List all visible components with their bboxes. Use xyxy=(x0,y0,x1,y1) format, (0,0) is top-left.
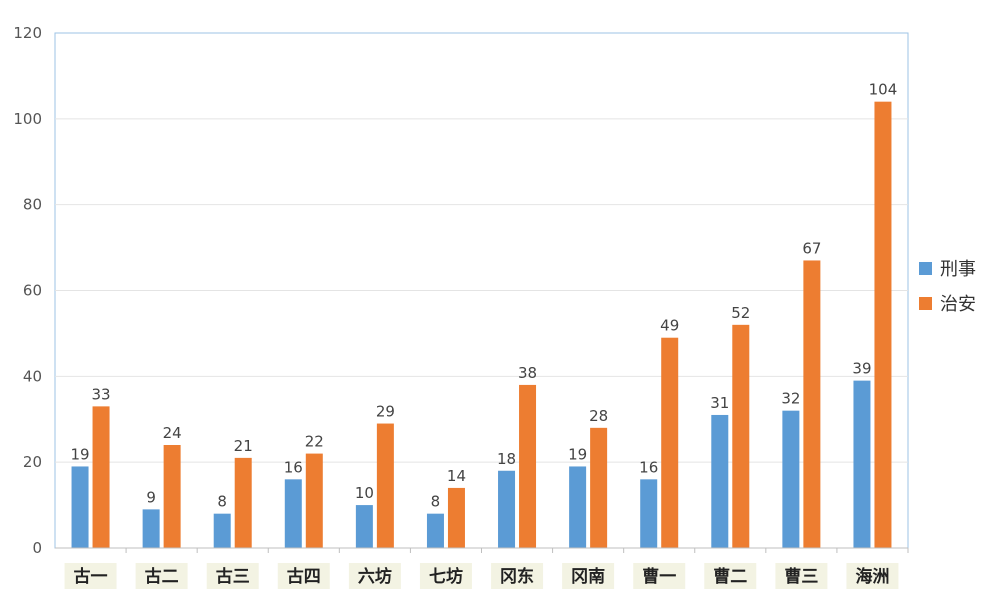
y-tick-label: 80 xyxy=(23,196,42,214)
data-label: 39 xyxy=(852,360,871,378)
bar-zhian xyxy=(874,101,892,549)
bar-zhian xyxy=(163,445,181,548)
y-tick-label: 20 xyxy=(23,453,42,471)
category-label: 古四 xyxy=(287,566,321,587)
category-label: 冈东 xyxy=(500,566,534,587)
data-label: 49 xyxy=(660,317,679,335)
category-label-background xyxy=(135,563,188,589)
data-label: 14 xyxy=(447,467,466,485)
bar-xingshi xyxy=(853,380,871,548)
bar-xingshi xyxy=(640,479,658,548)
data-label: 21 xyxy=(234,437,253,455)
category-label: 古一 xyxy=(74,566,108,587)
data-label: 22 xyxy=(305,433,324,451)
bar-xingshi xyxy=(426,513,444,548)
bar-zhian xyxy=(92,406,110,548)
bar-xingshi xyxy=(213,513,231,548)
data-label: 9 xyxy=(146,488,156,506)
data-label: 8 xyxy=(431,493,441,511)
category-label: 七坊 xyxy=(429,566,463,587)
legend-label: 治安 xyxy=(940,294,976,315)
category-label-background xyxy=(633,563,686,589)
bar-xingshi xyxy=(498,470,516,548)
data-label: 31 xyxy=(710,394,729,412)
category-label: 曹三 xyxy=(784,567,818,587)
bar-xingshi xyxy=(71,466,89,548)
legend-swatch xyxy=(919,262,932,275)
bar-xingshi xyxy=(569,466,587,548)
data-label: 29 xyxy=(376,403,395,421)
gridlines xyxy=(54,32,909,549)
data-label: 67 xyxy=(802,239,821,257)
data-labels: 1933924821162210298141838192816493152326… xyxy=(70,81,897,511)
bar-zhian xyxy=(234,457,252,548)
data-label: 16 xyxy=(639,458,658,476)
category-label-background xyxy=(491,563,544,589)
bar-xingshi xyxy=(711,414,729,548)
data-label: 28 xyxy=(589,407,608,425)
category-label: 六坊 xyxy=(358,566,392,587)
bar-zhian xyxy=(519,384,537,548)
data-label: 18 xyxy=(497,450,516,468)
category-label: 海洲 xyxy=(855,566,889,587)
bar-zhian xyxy=(732,324,750,548)
category-label-background xyxy=(846,563,899,589)
y-tick-label: 100 xyxy=(13,110,42,128)
bar-zhian xyxy=(305,453,323,548)
legend-label: 刑事 xyxy=(940,259,976,280)
y-tick-label: 0 xyxy=(32,539,42,557)
category-label: 曹一 xyxy=(642,567,676,587)
data-label: 8 xyxy=(217,493,227,511)
y-axis: 0 20 40 60 80 100 120 xyxy=(13,24,42,557)
category-label-background xyxy=(419,563,472,589)
category-label-background xyxy=(206,563,259,589)
category-label: 古三 xyxy=(216,566,250,587)
category-label-background xyxy=(348,563,401,589)
category-label: 古二 xyxy=(145,566,179,587)
bar-xingshi xyxy=(284,479,302,548)
bar-zhian xyxy=(447,487,465,548)
category-label: 冈南 xyxy=(571,566,605,587)
bar-xingshi xyxy=(355,505,373,548)
data-label: 19 xyxy=(568,445,587,463)
y-tick-label: 60 xyxy=(23,282,42,300)
bar-zhian xyxy=(376,423,394,548)
category-label-background xyxy=(277,563,330,589)
data-label: 32 xyxy=(781,390,800,408)
bar-xingshi xyxy=(782,410,800,548)
y-tick-label: 40 xyxy=(23,367,42,385)
data-label: 33 xyxy=(91,385,110,403)
bar-zhian xyxy=(661,337,679,548)
bar-zhian xyxy=(590,427,608,548)
data-label: 10 xyxy=(355,484,374,502)
category-label-background xyxy=(562,563,615,589)
data-label: 24 xyxy=(163,424,182,442)
category-label: 曹二 xyxy=(713,567,747,587)
category-label-background xyxy=(64,563,117,589)
data-label: 16 xyxy=(284,458,303,476)
data-label: 52 xyxy=(731,304,750,322)
bars xyxy=(71,101,892,549)
x-axis: 古一 古二 古三 古四 六坊 七坊 冈东 冈南 曹一 曹二 曹三 海洲 xyxy=(55,547,909,589)
data-label: 38 xyxy=(518,364,537,382)
bar-zhian xyxy=(803,260,821,548)
legend-swatch xyxy=(919,297,932,310)
bar-xingshi xyxy=(142,509,160,548)
category-label-background xyxy=(775,563,828,589)
data-label: 104 xyxy=(869,81,898,99)
data-label: 19 xyxy=(70,445,89,463)
y-tick-label: 120 xyxy=(13,24,42,42)
category-label-background xyxy=(704,563,757,589)
